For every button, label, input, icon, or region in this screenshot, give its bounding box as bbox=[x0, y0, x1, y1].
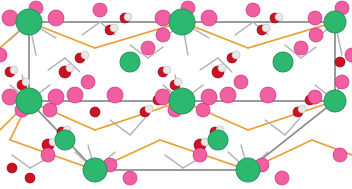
Circle shape bbox=[294, 41, 308, 55]
Circle shape bbox=[59, 66, 71, 78]
Circle shape bbox=[201, 10, 217, 26]
Circle shape bbox=[43, 103, 57, 117]
Circle shape bbox=[120, 52, 140, 72]
Circle shape bbox=[93, 3, 107, 17]
Circle shape bbox=[333, 148, 347, 162]
Circle shape bbox=[262, 24, 270, 32]
Circle shape bbox=[90, 107, 100, 117]
Circle shape bbox=[305, 95, 315, 105]
Circle shape bbox=[2, 10, 18, 26]
Circle shape bbox=[107, 87, 123, 103]
Circle shape bbox=[257, 25, 267, 35]
Circle shape bbox=[181, 1, 195, 15]
Circle shape bbox=[158, 67, 168, 77]
Circle shape bbox=[81, 75, 95, 89]
Circle shape bbox=[216, 126, 224, 134]
Circle shape bbox=[255, 158, 269, 172]
Circle shape bbox=[234, 75, 248, 89]
Circle shape bbox=[105, 25, 115, 35]
Circle shape bbox=[145, 105, 153, 113]
Circle shape bbox=[57, 127, 67, 137]
Circle shape bbox=[75, 53, 85, 63]
Circle shape bbox=[42, 139, 54, 151]
Circle shape bbox=[63, 126, 71, 134]
Circle shape bbox=[345, 48, 352, 62]
Circle shape bbox=[66, 64, 74, 72]
Circle shape bbox=[124, 13, 132, 21]
Circle shape bbox=[309, 28, 323, 42]
Circle shape bbox=[194, 139, 206, 151]
Circle shape bbox=[193, 148, 207, 162]
Circle shape bbox=[120, 13, 130, 23]
Circle shape bbox=[17, 80, 27, 90]
Circle shape bbox=[25, 173, 35, 183]
Circle shape bbox=[335, 57, 345, 67]
Circle shape bbox=[220, 87, 236, 103]
Circle shape bbox=[201, 89, 217, 105]
Circle shape bbox=[227, 53, 237, 63]
Circle shape bbox=[153, 95, 163, 105]
Circle shape bbox=[168, 103, 182, 117]
Circle shape bbox=[246, 3, 260, 17]
Circle shape bbox=[335, 1, 349, 15]
Circle shape bbox=[210, 127, 220, 137]
Circle shape bbox=[0, 48, 7, 62]
Circle shape bbox=[15, 103, 29, 117]
Circle shape bbox=[103, 158, 117, 172]
Circle shape bbox=[169, 88, 195, 114]
Circle shape bbox=[140, 107, 150, 117]
Circle shape bbox=[7, 163, 17, 173]
Circle shape bbox=[275, 171, 289, 185]
Circle shape bbox=[123, 171, 137, 185]
Circle shape bbox=[196, 103, 210, 117]
Circle shape bbox=[48, 10, 64, 26]
Circle shape bbox=[163, 66, 171, 74]
Circle shape bbox=[174, 78, 182, 86]
Circle shape bbox=[81, 51, 89, 59]
Circle shape bbox=[83, 158, 107, 182]
Circle shape bbox=[22, 78, 30, 86]
Circle shape bbox=[141, 41, 155, 55]
Circle shape bbox=[232, 51, 240, 59]
Circle shape bbox=[208, 130, 228, 150]
Circle shape bbox=[49, 138, 57, 146]
Circle shape bbox=[170, 80, 180, 90]
Circle shape bbox=[155, 89, 171, 105]
Circle shape bbox=[156, 28, 170, 42]
Circle shape bbox=[169, 9, 195, 35]
Circle shape bbox=[308, 90, 322, 104]
Circle shape bbox=[67, 87, 83, 103]
Circle shape bbox=[298, 105, 306, 113]
Circle shape bbox=[236, 158, 260, 182]
Circle shape bbox=[16, 9, 42, 35]
Circle shape bbox=[324, 90, 346, 112]
Circle shape bbox=[110, 24, 118, 32]
Circle shape bbox=[201, 138, 209, 146]
Circle shape bbox=[310, 93, 318, 101]
Circle shape bbox=[275, 13, 283, 21]
Circle shape bbox=[158, 93, 166, 101]
Circle shape bbox=[29, 1, 43, 15]
Circle shape bbox=[5, 67, 15, 77]
Circle shape bbox=[308, 11, 322, 25]
Circle shape bbox=[10, 66, 18, 74]
Circle shape bbox=[324, 11, 346, 33]
Circle shape bbox=[2, 89, 18, 105]
Circle shape bbox=[218, 64, 226, 72]
Circle shape bbox=[270, 13, 280, 23]
Circle shape bbox=[212, 66, 224, 78]
Circle shape bbox=[335, 75, 349, 89]
Circle shape bbox=[293, 107, 303, 117]
Circle shape bbox=[48, 89, 64, 105]
Circle shape bbox=[16, 88, 42, 114]
Circle shape bbox=[273, 52, 293, 72]
Circle shape bbox=[55, 130, 75, 150]
Circle shape bbox=[41, 148, 55, 162]
Circle shape bbox=[155, 10, 171, 26]
Circle shape bbox=[260, 87, 276, 103]
